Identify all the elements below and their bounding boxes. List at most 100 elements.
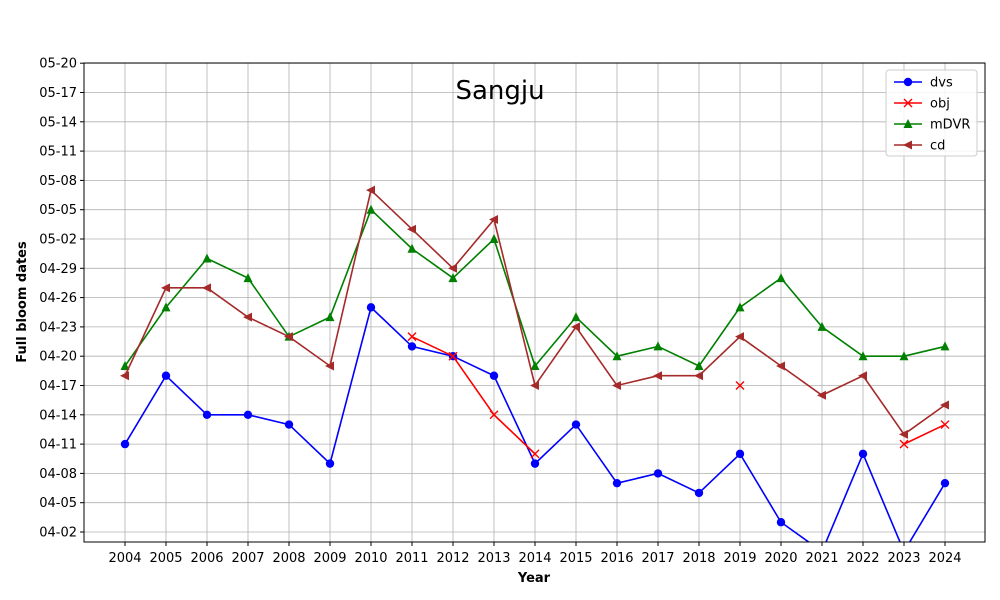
data-point-cd	[940, 400, 949, 410]
legend-item-obj: obj	[894, 97, 950, 112]
data-point-mDVR	[325, 312, 335, 322]
data-point-cd	[653, 371, 662, 381]
y-tick-label: 04-17	[39, 379, 77, 394]
data-point-cd	[858, 371, 867, 381]
legend-label: obj	[930, 97, 950, 112]
data-point-mDVR	[202, 253, 212, 263]
x-tick-label: 2016	[600, 551, 633, 566]
series-line-obj	[903, 423, 946, 445]
data-point-cd	[612, 380, 621, 390]
data-point-mDVR	[161, 302, 171, 312]
y-tick-label: 04-23	[39, 320, 77, 335]
legend-label: dvs	[930, 76, 953, 91]
x-tick-label: 2014	[518, 551, 551, 566]
y-tick-label: 05-20	[39, 57, 77, 72]
data-point-cd	[899, 429, 908, 439]
data-point-cd	[366, 185, 375, 195]
x-tick-label: 2005	[149, 551, 182, 566]
series-line-obj	[411, 335, 536, 455]
y-tick-label: 05-05	[39, 203, 77, 218]
legend-marker	[903, 98, 913, 108]
axes: 2004 2005 2006 2007 2008 2009 2010 2011 2012 2013…	[39, 57, 961, 566]
legend-item-cd: cd	[894, 139, 945, 154]
data-point-cd	[161, 283, 170, 293]
y-tick-label: 04-26	[39, 291, 77, 306]
data-point-dvs	[612, 478, 622, 488]
y-tick-label: 05-17	[39, 86, 77, 101]
data-point-dvs	[776, 518, 786, 527]
data-point-dvs	[940, 478, 950, 488]
data-point-dvs	[325, 459, 335, 468]
data-point-cd	[120, 371, 129, 381]
legend-item-dvs: dvs	[894, 76, 953, 91]
legend-marker	[903, 77, 913, 87]
y-tick-label: 05-14	[39, 115, 77, 130]
x-tick-label: 2018	[682, 551, 715, 566]
data-point-mDVR	[653, 341, 663, 351]
data-point-dvs	[202, 410, 212, 419]
x-axis-label: Year	[517, 571, 551, 586]
data-point-dvs	[120, 439, 130, 449]
y-tick-label: 04-29	[39, 262, 77, 277]
data-point-cd	[448, 263, 457, 273]
data-point-cd	[407, 224, 416, 234]
x-tick-label: 2022	[846, 551, 879, 566]
data-point-mDVR	[858, 351, 868, 361]
y-tick-label: 04-02	[39, 526, 77, 541]
x-tick-label: 2023	[887, 551, 920, 566]
x-tick-label: 2021	[805, 551, 838, 566]
y-tick-label: 05-08	[39, 174, 77, 189]
x-tick-label: 2013	[477, 551, 510, 566]
data-point-mDVR	[243, 273, 253, 283]
data-point-dvs	[243, 410, 253, 419]
y-tick-label: 05-11	[39, 145, 77, 160]
data-point-dvs	[858, 449, 868, 459]
data-point-cd	[284, 332, 293, 342]
data-point-dvs	[161, 371, 171, 380]
x-tick-label: 2004	[108, 551, 141, 566]
data-point-cd	[694, 371, 703, 381]
data-point-mDVR	[530, 360, 540, 370]
data-point-dvs	[284, 420, 294, 429]
data-point-obj	[899, 439, 909, 449]
x-tick-label: 2006	[190, 551, 223, 566]
data-point-obj	[530, 449, 540, 459]
data-point-cd	[735, 332, 744, 342]
data-point-mDVR	[899, 351, 909, 361]
data-point-dvs	[489, 371, 499, 380]
y-axis-label: Full bloom dates	[15, 241, 30, 363]
legend-marker	[903, 119, 913, 128]
data-point-mDVR	[694, 360, 704, 370]
chart-title: Sangju	[455, 76, 544, 106]
data-point-mDVR	[776, 273, 786, 283]
x-tick-label: 2024	[928, 551, 961, 566]
data-point-mDVR	[817, 321, 827, 331]
data-point-cd	[776, 361, 785, 371]
data-point-mDVR	[448, 273, 458, 283]
data-point-mDVR	[407, 243, 417, 253]
y-tick-label: 04-08	[39, 467, 77, 482]
data-point-dvs	[735, 449, 745, 459]
data-point-dvs	[694, 488, 704, 498]
data-point-mDVR	[571, 312, 581, 322]
x-tick-label: 2010	[354, 551, 387, 566]
data-point-cd	[325, 361, 334, 371]
x-tick-label: 2007	[231, 551, 264, 566]
legend-label: mDVR	[930, 118, 970, 133]
data-point-obj	[448, 351, 458, 361]
x-tick-label: 2011	[395, 551, 428, 566]
legend: dvs obj mDVR cd	[885, 69, 978, 157]
data-point-obj	[407, 332, 417, 342]
data-point-obj	[489, 410, 499, 420]
data-point-dvs	[571, 420, 581, 429]
y-tick-label: 05-02	[39, 232, 77, 247]
data-point-cd	[243, 312, 252, 322]
series-cd	[120, 185, 949, 439]
legend-marker	[903, 140, 912, 150]
legend-box	[885, 69, 978, 157]
data-point-dvs	[530, 459, 540, 468]
y-tick-label: 04-11	[39, 438, 77, 453]
data-point-mDVR	[120, 360, 130, 370]
data-point-dvs	[653, 469, 663, 478]
data-point-cd	[817, 390, 826, 400]
